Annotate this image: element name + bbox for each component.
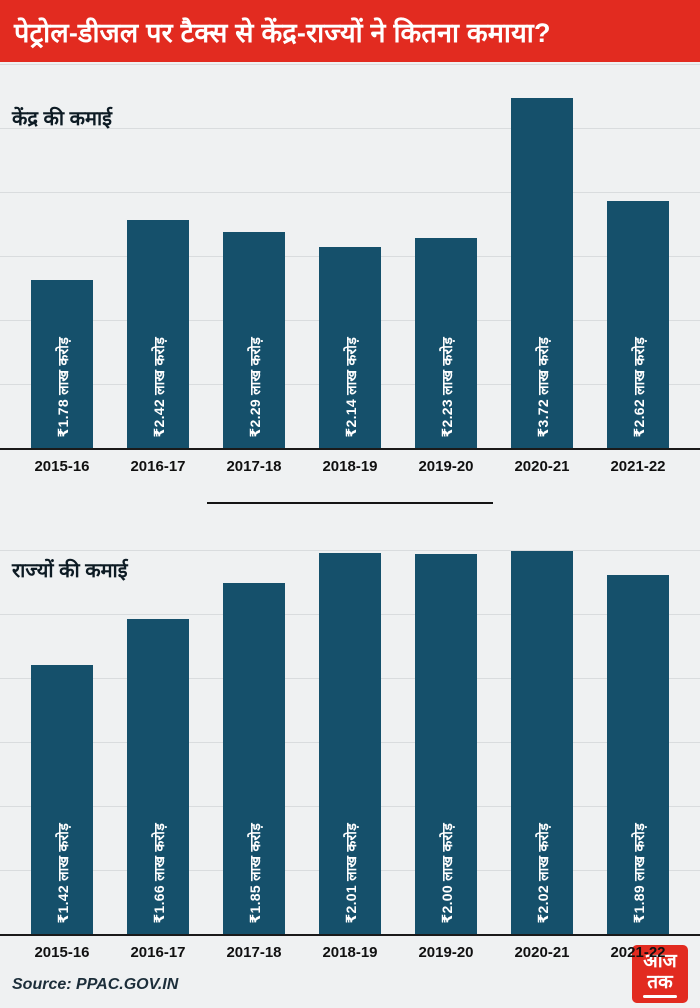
bar-column: ₹2.29 लाख करोड़ [206, 62, 302, 448]
x-axis-label: 2015-16 [34, 457, 90, 475]
bar: ₹2.29 लाख करोड़ [223, 232, 285, 448]
bar-value-label: ₹1.85 लाख करोड़ [246, 823, 263, 924]
bar: ₹1.85 लाख करोड़ [223, 583, 285, 934]
bar: ₹1.42 लाख करोड़ [31, 665, 93, 934]
aajtak-logo: आज तक [632, 945, 688, 1003]
chart-central-plot: ₹1.78 लाख करोड़ ₹2.42 लाख करोड़ ₹2.29 लाख … [0, 62, 700, 450]
chart-central: केंद्र की कमाई ₹1.78 लाख करोड़ ₹2.42 लाख … [0, 62, 700, 480]
x-axis-label: 2016-17 [130, 457, 186, 475]
bar: ₹1.78 लाख करोड़ [31, 280, 93, 448]
bar-column: ₹1.85 लाख करोड़ [206, 526, 302, 934]
x-axis-label: 2021-22 [610, 457, 666, 475]
source-text: Source: PPAC.GOV.IN [12, 976, 179, 993]
bar: ₹2.23 लाख करोड़ [415, 238, 477, 448]
divider-line [207, 502, 493, 504]
bar-value-label: ₹2.62 लाख करोड़ [630, 337, 647, 438]
chart-states-title: राज्यों की कमाई [12, 560, 128, 582]
bar-column: ₹1.42 लाख करोड़ [14, 526, 110, 934]
bar-value-label: ₹2.29 लाख करोड़ [246, 337, 263, 438]
bar-column: ₹2.01 लाख करोड़ [302, 526, 398, 934]
aajtak-logo-underline [643, 994, 677, 998]
bar-column: ₹2.02 लाख करोड़ [494, 526, 590, 934]
bar-column: ₹2.42 लाख करोड़ [110, 62, 206, 448]
footer: Source: PPAC.GOV.IN आज तक [0, 945, 700, 1008]
x-axis-label: 2019-20 [418, 457, 474, 475]
bar: ₹2.14 लाख करोड़ [319, 247, 381, 448]
bar-value-label: ₹2.42 लाख करोड़ [150, 337, 167, 438]
bar-column: ₹1.89 लाख करोड़ [590, 526, 686, 934]
bar-value-label: ₹3.72 लाख करोड़ [534, 337, 551, 438]
bar-column: ₹3.72 लाख करोड़ [494, 62, 590, 448]
bar-column: ₹2.14 लाख करोड़ [302, 62, 398, 448]
bar-value-label: ₹2.02 लाख करोड़ [534, 823, 551, 924]
bar-value-label: ₹2.23 लाख करोड़ [438, 337, 455, 438]
x-axis-label: 2018-19 [322, 943, 378, 961]
x-axis-label: 2021-22 [610, 943, 666, 961]
bar-value-label: ₹1.66 लाख करोड़ [150, 823, 167, 924]
chart-states-plot: ₹1.42 लाख करोड़ ₹1.66 लाख करोड़ ₹1.85 लाख … [0, 526, 700, 936]
header-banner: पेट्रोल-डीजल पर टैक्स से केंद्र-राज्यों … [0, 0, 700, 62]
bar-value-label: ₹1.89 लाख करोड़ [630, 823, 647, 924]
x-axis-label: 2019-20 [418, 943, 474, 961]
x-axis-label: 2016-17 [130, 943, 186, 961]
chart-states: राज्यों की कमाई ₹1.42 लाख करोड़ ₹1.66 लाख… [0, 526, 700, 966]
aajtak-logo-line1: आज [643, 950, 677, 972]
chart-states-x-axis: 2015-16 2016-17 2017-18 2018-19 2019-20 2020-… [0, 936, 700, 966]
bar: ₹3.72 लाख करोड़ [511, 98, 573, 448]
x-axis-label: 2015-16 [34, 943, 90, 961]
aajtak-logo-line2: तक [647, 971, 673, 993]
section-divider [0, 480, 700, 526]
bar-value-label: ₹2.14 लाख करोड़ [342, 337, 359, 438]
bar: ₹2.42 लाख करोड़ [127, 220, 189, 448]
x-axis-label: 2020-21 [514, 457, 570, 475]
x-axis-label: 2017-18 [226, 457, 282, 475]
x-axis-label: 2017-18 [226, 943, 282, 961]
bar: ₹2.01 लाख करोड़ [319, 553, 381, 934]
bar-column: ₹1.78 लाख करोड़ [14, 62, 110, 448]
chart-central-title: केंद्र की कमाई [12, 108, 112, 130]
bar: ₹2.02 लाख करोड़ [511, 551, 573, 934]
bar-value-label: ₹2.00 लाख करोड़ [438, 823, 455, 924]
bar: ₹1.89 लाख करोड़ [607, 575, 669, 934]
bar-column: ₹2.23 लाख करोड़ [398, 62, 494, 448]
bar-column: ₹2.00 लाख करोड़ [398, 526, 494, 934]
chart-central-x-axis: 2015-16 2016-17 2017-18 2018-19 2019-20 2020-… [0, 450, 700, 480]
x-axis-label: 2018-19 [322, 457, 378, 475]
bar-value-label: ₹1.78 लाख करोड़ [54, 337, 71, 438]
bar: ₹2.00 लाख करोड़ [415, 554, 477, 934]
bar: ₹1.66 लाख करोड़ [127, 619, 189, 934]
x-axis-label: 2020-21 [514, 943, 570, 961]
bar-value-label: ₹1.42 लाख करोड़ [54, 823, 71, 924]
bar: ₹2.62 लाख करोड़ [607, 201, 669, 448]
bar-value-label: ₹2.01 लाख करोड़ [342, 823, 359, 924]
bar-column: ₹2.62 लाख करोड़ [590, 62, 686, 448]
bar-column: ₹1.66 लाख करोड़ [110, 526, 206, 934]
page-title: पेट्रोल-डीजल पर टैक्स से केंद्र-राज्यों … [14, 17, 551, 48]
